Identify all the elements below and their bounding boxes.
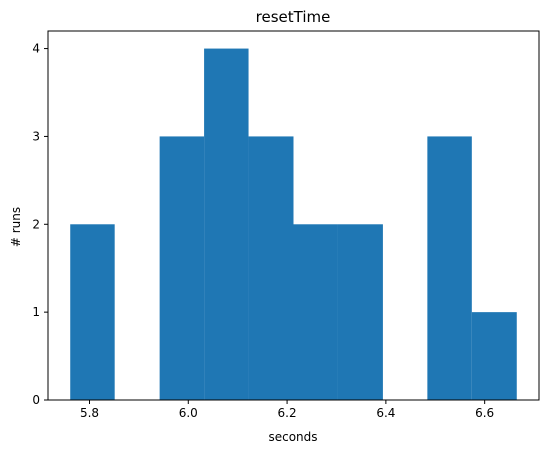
y-tick-label: 0 — [32, 393, 40, 407]
x-tick-label: 6.0 — [179, 406, 198, 420]
histogram-bar-7 — [337, 224, 383, 400]
y-tick-label: 2 — [32, 217, 40, 231]
x-tick-label: 5.8 — [80, 406, 99, 420]
x-tick-label: 6.2 — [278, 406, 297, 420]
histogram-bar-5 — [248, 136, 294, 400]
y-axis-label: # runs — [9, 207, 23, 247]
y-axis-ticks: 0 1 2 3 4 — [32, 42, 48, 407]
x-tick-label: 6.4 — [376, 406, 395, 420]
y-tick-label: 4 — [32, 42, 40, 56]
x-axis-ticks: 5.8 6.0 6.2 6.4 6.6 — [80, 400, 494, 420]
histogram-bar-9 — [427, 136, 472, 400]
histogram-bar-3 — [159, 136, 205, 400]
chart-title: resetTime — [256, 8, 331, 26]
histogram-bar-1 — [70, 224, 115, 400]
y-tick-label: 3 — [32, 129, 40, 143]
bars-group — [70, 48, 517, 400]
x-axis-label: seconds — [268, 430, 317, 444]
histogram-bar-6 — [293, 224, 338, 400]
y-tick-label: 1 — [32, 305, 40, 319]
plot-frame — [47, 30, 540, 401]
x-tick-label: 6.6 — [475, 406, 494, 420]
histogram-bar-4 — [204, 48, 249, 400]
histogram-bar-10 — [471, 312, 517, 400]
